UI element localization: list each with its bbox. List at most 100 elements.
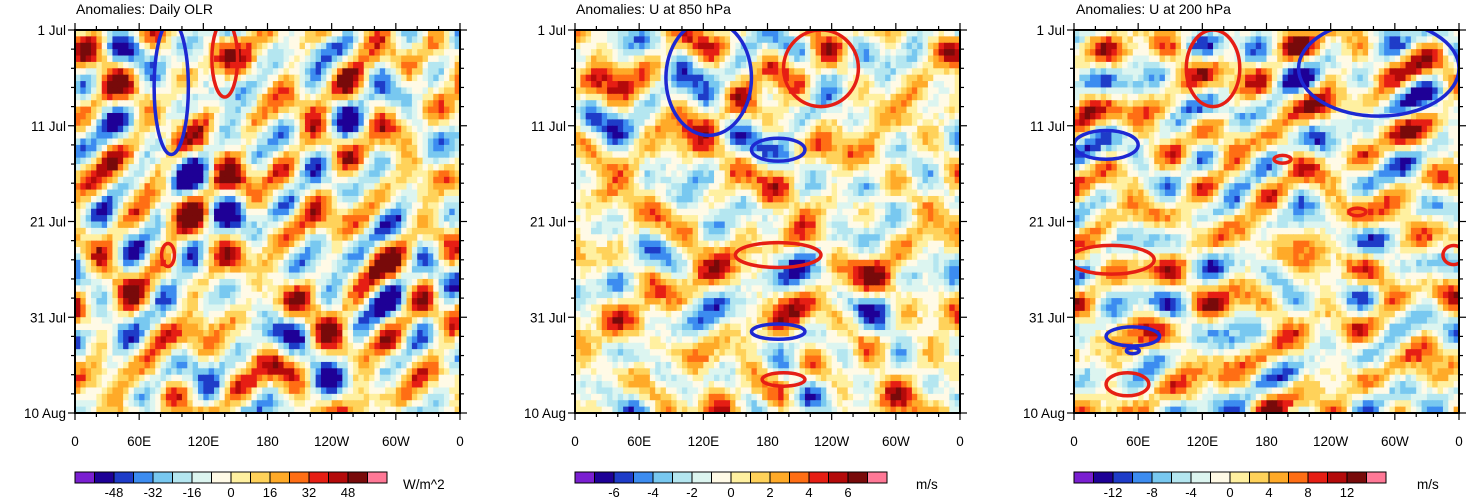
heat-cell [272, 106, 279, 114]
heat-cell [406, 317, 413, 325]
heat-cell [85, 164, 92, 172]
heat-cell [395, 183, 402, 191]
heat-cell [160, 406, 167, 413]
heat-cell [347, 61, 354, 69]
heat-cell [246, 298, 253, 306]
heat-cell [240, 221, 247, 229]
heat-cell [438, 278, 445, 286]
heat-cell [267, 157, 274, 165]
heat-cell [369, 355, 376, 363]
heat-cell [256, 266, 263, 274]
heat-cell [304, 247, 311, 255]
heat-cell [96, 342, 103, 350]
heat-cell [262, 100, 269, 108]
heat-cell [80, 342, 87, 350]
heat-cell [112, 208, 119, 216]
heat-cell [262, 74, 269, 82]
heat-cell [449, 202, 456, 210]
heat-cell [422, 119, 429, 127]
heat-cell [943, 49, 950, 57]
heat-cell [230, 170, 237, 178]
heat-cell [326, 330, 333, 337]
heat-cell [256, 164, 263, 172]
heat-cell [117, 87, 124, 95]
heat-cell [294, 112, 301, 120]
heat-cell [85, 298, 92, 306]
heat-cell [219, 30, 226, 37]
heat-cell [331, 266, 338, 274]
heat-cell [85, 240, 92, 248]
heat-cell [112, 164, 119, 172]
heat-cell [879, 61, 886, 69]
heat-cell [181, 157, 188, 165]
heat-cell [278, 42, 285, 50]
heat-cell [422, 374, 429, 382]
heat-cell [369, 221, 376, 229]
heat-cell [149, 227, 156, 235]
heat-cell [299, 330, 306, 337]
heat-cell [214, 49, 220, 57]
heat-cell [171, 355, 178, 363]
heat-cell [433, 215, 440, 223]
heat-cell [379, 36, 386, 44]
heat-cell [390, 342, 397, 350]
heat-cell [165, 221, 172, 229]
heat-cell [671, 36, 678, 44]
heat-cell [660, 36, 667, 44]
heat-cell [294, 138, 301, 146]
heat-cell [187, 368, 194, 376]
heat-cell [353, 93, 360, 101]
heat-cell [315, 310, 322, 318]
heat-cell [433, 291, 440, 299]
heat-cell [304, 157, 311, 165]
heat-cell [385, 361, 392, 369]
heat-cell [697, 30, 704, 37]
heat-cell [171, 298, 178, 306]
heat-cell [214, 323, 220, 331]
heat-cell [203, 100, 210, 108]
heat-cell [681, 30, 688, 37]
heat-cell [278, 74, 285, 82]
heat-cell [411, 68, 418, 76]
heat-cell [331, 106, 338, 114]
heat-cell [331, 298, 338, 306]
heat-cell [331, 406, 338, 413]
heat-cell [363, 349, 370, 357]
heat-cell [320, 36, 327, 44]
heat-cell [149, 61, 156, 69]
heat-cell [943, 30, 950, 37]
heat-cell [139, 330, 146, 337]
heat-cell [443, 393, 450, 401]
heat-cell [112, 112, 119, 120]
heat-cell [401, 144, 408, 152]
heat-cell [85, 342, 92, 350]
heat-cell [417, 253, 424, 261]
heat-cell [438, 240, 445, 248]
heat-cell [246, 151, 253, 159]
heat-cell [176, 234, 183, 242]
heat-cell [369, 74, 376, 82]
heat-cell [214, 138, 220, 146]
heat-cell [633, 68, 640, 76]
heat-cell [454, 227, 460, 235]
heat-cell [438, 221, 445, 229]
heat-cell [320, 368, 327, 376]
heat-cell [197, 355, 204, 363]
heat-cell [96, 304, 103, 312]
heat-cell [256, 176, 263, 184]
heat-cell [411, 202, 418, 210]
heat-cell [617, 68, 624, 76]
heat-cell [427, 266, 434, 274]
heat-cell [203, 30, 210, 37]
x-tick-label: 0 [71, 434, 79, 449]
heat-cell [230, 387, 237, 395]
heat-cell [417, 330, 424, 337]
heat-cell [272, 138, 279, 146]
heat-cell [192, 285, 199, 293]
heat-cell [422, 87, 429, 95]
heat-cell [320, 381, 327, 389]
heat-cell [422, 278, 429, 286]
heat-cell [181, 183, 188, 191]
heat-cell [197, 247, 204, 255]
heat-cell [176, 247, 183, 255]
